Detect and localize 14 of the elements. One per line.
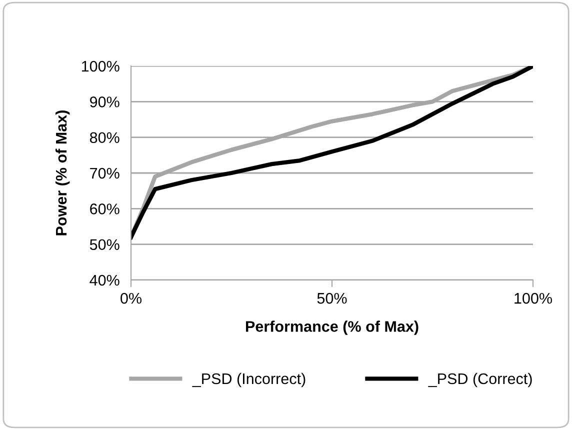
y-tick-label: 80% bbox=[90, 132, 120, 144]
y-tick-label: 90% bbox=[90, 96, 120, 108]
y-tick-label: 40% bbox=[90, 274, 120, 286]
x-axis-title: Performance (% of Max) bbox=[246, 320, 418, 335]
x-tick-label: 0% bbox=[120, 292, 142, 304]
x-tick-label: 50% bbox=[317, 292, 347, 304]
y-tick-label: 100% bbox=[82, 60, 120, 72]
y-tick-label: 70% bbox=[90, 168, 120, 179]
legend-label: _PSD (Correct) bbox=[428, 372, 532, 388]
y-tick-label: 50% bbox=[90, 239, 120, 250]
x-tick-label: 100% bbox=[514, 292, 552, 304]
legend-label: _PSD (Incorrect) bbox=[192, 372, 306, 388]
y-axis-title: Power (% of Max) bbox=[55, 110, 70, 236]
y-tick-label: 60% bbox=[90, 204, 120, 214]
